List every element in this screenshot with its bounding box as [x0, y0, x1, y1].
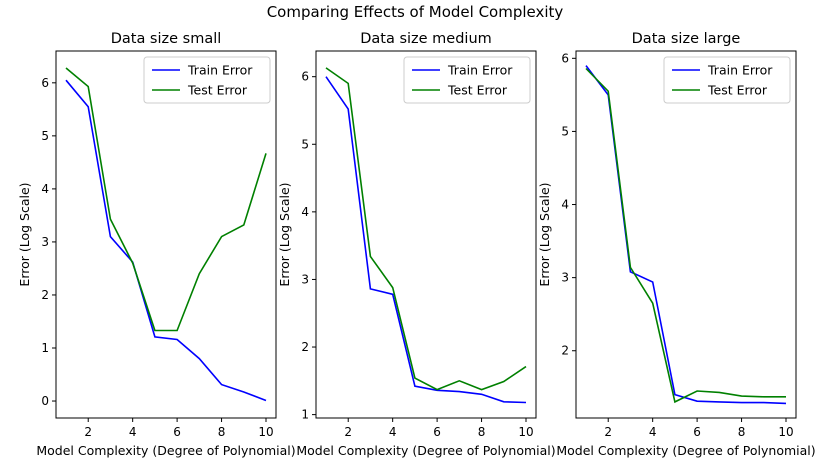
x-tick-label: 6	[173, 425, 181, 439]
legend: Train Error Test Error	[663, 56, 791, 104]
series-line-train-error	[65, 79, 267, 402]
x-tick-label: 10	[518, 425, 533, 439]
legend-entry-label: Test Error	[707, 83, 768, 98]
y-tick-label: 4	[41, 182, 49, 196]
y-tick-label: 5	[41, 129, 49, 143]
chart-panel-1: 2 4 6 8 10 0 1 2 3 4 5 6 Data size small Model Comple…	[17, 31, 296, 458]
x-tick-label: 10	[778, 425, 793, 439]
y-tick-label: 2	[41, 288, 49, 302]
y-axis-label: Error (Log Scale)	[537, 182, 552, 286]
y-tick-label: 5	[301, 137, 309, 151]
x-tick-label: 2	[84, 425, 92, 439]
x-tick-label: 2	[344, 425, 352, 439]
y-axis-label: Error (Log Scale)	[17, 182, 32, 286]
legend-entry-label: Test Error	[187, 83, 248, 98]
x-axis-label: Model Complexity (Degree of Polynomial)	[296, 443, 555, 458]
x-tick-label: 6	[433, 425, 441, 439]
y-tick-label: 6	[41, 76, 49, 90]
x-tick-label: 10	[258, 425, 273, 439]
legend: Train Error Test Error	[403, 56, 531, 104]
chart-title: Data size medium	[360, 31, 492, 47]
legend-entry-label: Test Error	[447, 83, 508, 98]
y-tick-label: 1	[301, 408, 309, 422]
x-tick-label: 4	[129, 425, 137, 439]
legend: Train Error Test Error	[143, 56, 271, 104]
y-tick-label: 3	[41, 235, 49, 249]
x-tick-label: 8	[218, 425, 226, 439]
x-tick-label: 4	[649, 425, 657, 439]
y-tick-label: 1	[41, 341, 49, 355]
series-line-train-error	[585, 65, 787, 405]
series-line-train-error	[325, 76, 527, 404]
series-line-test-error	[325, 67, 527, 391]
y-tick-label: 3	[301, 272, 309, 286]
axes-frame	[575, 50, 797, 419]
y-tick-label: 2	[301, 340, 309, 354]
y-tick-label: 0	[41, 394, 49, 408]
y-tick-label: 3	[561, 271, 569, 285]
legend-entry-label: Train Error	[447, 63, 513, 78]
chart-title: Data size large	[632, 31, 741, 47]
y-tick-label: 5	[561, 124, 569, 138]
x-tick-label: 6	[693, 425, 701, 439]
legend-box	[663, 56, 791, 104]
y-axis-label: Error (Log Scale)	[277, 182, 292, 286]
charts-group: 2 4 6 8 10 0 1 2 3 4 5 6 Data size small Model Comple…	[17, 31, 816, 458]
x-tick-label: 8	[478, 425, 486, 439]
legend-box	[143, 56, 271, 104]
x-tick-label: 8	[738, 425, 746, 439]
y-tick-label: 2	[561, 344, 569, 358]
y-tick-label: 4	[561, 198, 569, 212]
axes-frame	[315, 50, 537, 419]
x-tick-label: 4	[389, 425, 397, 439]
y-tick-label: 6	[561, 51, 569, 65]
x-axis-label: Model Complexity (Degree of Polynomial)	[556, 443, 815, 458]
chart-panel-3: 2 4 6 8 10 2 3 4 5 6 Data size large Model Complexi…	[537, 31, 816, 458]
x-tick-label: 2	[604, 425, 612, 439]
y-tick-label: 4	[301, 205, 309, 219]
axes-frame	[55, 50, 277, 419]
y-tick-label: 6	[301, 70, 309, 84]
series-line-test-error	[585, 67, 786, 404]
figure-suptitle: Comparing Effects of Model Complexity	[267, 3, 564, 21]
chart-title: Data size small	[111, 31, 222, 47]
legend-entry-label: Train Error	[187, 63, 253, 78]
series-line-test-error	[65, 67, 267, 332]
legend-box	[403, 56, 531, 104]
x-axis-label: Model Complexity (Degree of Polynomial)	[36, 443, 295, 458]
legend-entry-label: Train Error	[707, 63, 773, 78]
